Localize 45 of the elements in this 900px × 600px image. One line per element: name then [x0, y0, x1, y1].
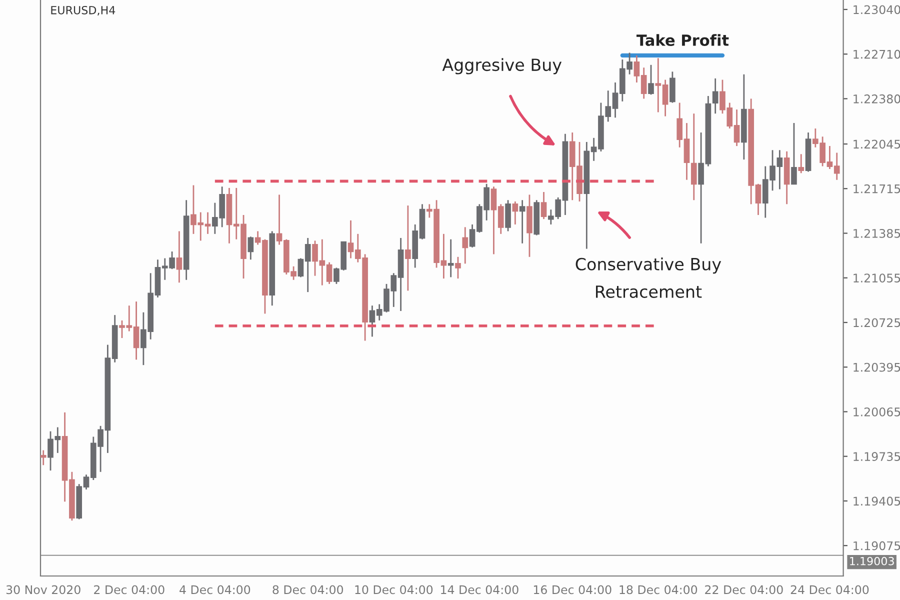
candlestick	[519, 199, 526, 244]
x-tick-label: 4 Dec 04:00	[180, 585, 250, 594]
candlestick	[648, 64, 654, 96]
y-tick-label: 1.22380	[854, 94, 900, 104]
y-tick-label: 1.20065	[854, 407, 900, 416]
y-tick-label: 1.21715	[854, 184, 900, 194]
candlestick	[455, 256, 461, 280]
candlestick	[670, 70, 676, 104]
x-tick-label: 10 Dec 04:00	[355, 585, 433, 594]
y-tick-label: 1.19075	[854, 541, 900, 550]
x-tick-label: 16 Dec 04:00	[534, 585, 612, 594]
y-tick-label: 1.20725	[854, 318, 900, 328]
y-tick-label: 1.22710	[854, 50, 900, 59]
candlestick	[540, 191, 547, 220]
y-tick-label: 1.19735	[854, 452, 900, 461]
candlestick	[712, 78, 718, 114]
candlestick	[505, 199, 511, 232]
y-tick-label: 1.19405	[854, 496, 900, 506]
x-tick-label: 2 Dec 04:00	[94, 585, 164, 594]
candlestick	[690, 112, 697, 201]
candlestick	[791, 122, 797, 185]
candlestick	[798, 153, 804, 174]
x-tick-label: 14 Dec 04:00	[441, 585, 518, 594]
candlestick	[176, 230, 182, 284]
ref-line-label: 1.19003	[850, 556, 894, 566]
x-tick-label: 18 Dec 04:00	[620, 585, 698, 594]
y-tick-label: 1.23040	[854, 5, 900, 14]
candlestick	[405, 204, 411, 292]
candlestick	[40, 450, 46, 466]
x-tick-label: 24 Dec 04:00	[790, 585, 869, 594]
annotation: Conservative Buy Retracement	[576, 258, 722, 298]
candlestick	[248, 236, 254, 260]
annotation: Take Profit	[636, 34, 729, 46]
candlestick	[462, 226, 468, 264]
y-tick-label: 1.21385	[854, 228, 900, 238]
candlestick	[512, 200, 518, 226]
y-tick-label: 1.22045	[854, 140, 900, 149]
x-tick-label: 30 Nov 2020	[6, 585, 80, 594]
x-tick-label: 8 Dec 04:00	[272, 585, 344, 594]
chart-title: EURUSD,H4	[51, 6, 116, 16]
x-tick-label: 22 Dec 04:00	[705, 585, 783, 594]
candlestick	[448, 238, 454, 278]
y-tick-label: 1.21055	[854, 274, 900, 283]
y-tick-label: 1.20395	[854, 362, 900, 372]
annotation: Aggresive Buy	[442, 58, 562, 74]
